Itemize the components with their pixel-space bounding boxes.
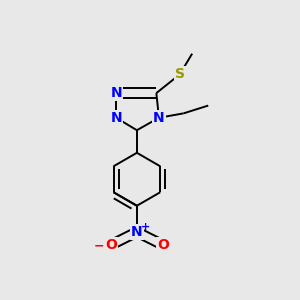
Text: S: S: [175, 68, 185, 81]
Text: O: O: [105, 238, 117, 252]
Text: N: N: [131, 225, 143, 239]
Text: −: −: [94, 240, 104, 253]
Text: N: N: [153, 111, 165, 125]
Text: +: +: [141, 222, 151, 232]
Text: N: N: [110, 86, 122, 100]
Text: O: O: [157, 238, 169, 252]
Text: N: N: [110, 111, 122, 125]
